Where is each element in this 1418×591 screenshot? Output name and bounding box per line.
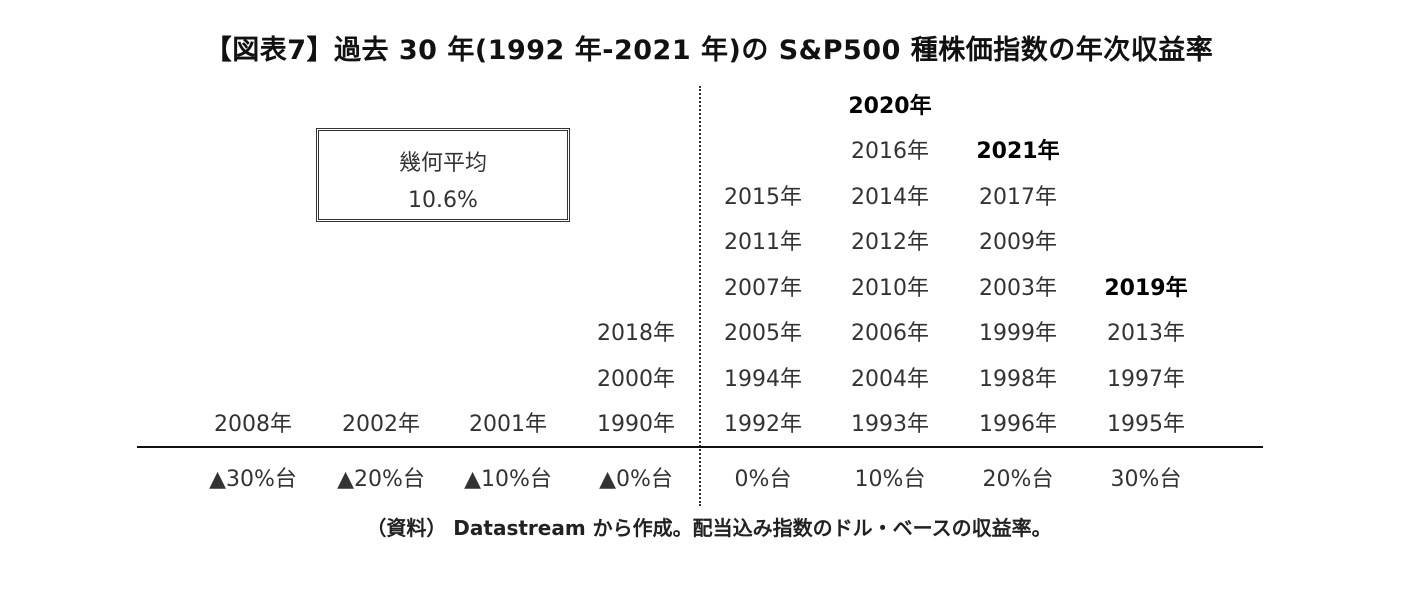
year-mark: 2007年 (724, 276, 802, 301)
average-label: 幾何平均 (398, 151, 487, 176)
year-mark: 2003年 (979, 276, 1057, 301)
year-mark: 2009年 (979, 230, 1057, 255)
chart-title: 【図表7】過去 30 年(1992 年-2021 年)の S&P500 種株価指… (204, 35, 1214, 66)
year-mark: 2010年 (851, 276, 929, 301)
year-mark: 1998年 (979, 367, 1057, 392)
year-mark: 2002年 (342, 412, 420, 437)
bin-label: ▲30%台 (209, 467, 297, 492)
year-mark: 1990年 (597, 412, 675, 437)
year-mark: 1992年 (724, 412, 802, 437)
source-note: （資料） Datastream から作成。配当込み指数のドル・ベースの収益率。 (366, 516, 1052, 540)
year-mark: 2015年 (724, 185, 802, 210)
bin-label: 0%台 (734, 467, 792, 492)
year-mark: 2012年 (851, 230, 929, 255)
year-mark: 2000年 (597, 367, 675, 392)
bin-label: ▲0%台 (599, 467, 673, 492)
baseline-axis (137, 446, 1263, 448)
year-mark: 2017年 (979, 185, 1057, 210)
year-mark: 2016年 (851, 139, 929, 164)
year-mark: 2006年 (851, 321, 929, 346)
year-mark: 2018年 (597, 321, 675, 346)
year-mark: 1993年 (851, 412, 929, 437)
bin-label: ▲20%台 (337, 467, 425, 492)
year-mark: 2013年 (1107, 321, 1185, 346)
bin-label: ▲10%台 (464, 467, 552, 492)
year-mark: 2005年 (724, 321, 802, 346)
geometric-average-box: 幾何平均 10.6% (316, 128, 570, 222)
year-mark: 1997年 (1107, 367, 1185, 392)
year-mark: 2020年 (848, 94, 932, 119)
bin-label: 20%台 (982, 467, 1054, 492)
zero-divider-line (699, 86, 701, 506)
year-mark: 2001年 (469, 412, 547, 437)
year-mark: 1995年 (1107, 412, 1185, 437)
year-mark: 1999年 (979, 321, 1057, 346)
year-mark: 2019年 (1104, 276, 1188, 301)
year-mark: 2014年 (851, 185, 929, 210)
year-mark: 1996年 (979, 412, 1057, 437)
year-mark: 2008年 (214, 412, 292, 437)
year-mark: 1994年 (724, 367, 802, 392)
year-mark: 2004年 (851, 367, 929, 392)
year-mark: 2021年 (976, 139, 1060, 164)
bin-label: 30%台 (1110, 467, 1182, 492)
bin-label: 10%台 (854, 467, 926, 492)
year-mark: 2011年 (724, 230, 802, 255)
average-value: 10.6% (408, 188, 478, 213)
